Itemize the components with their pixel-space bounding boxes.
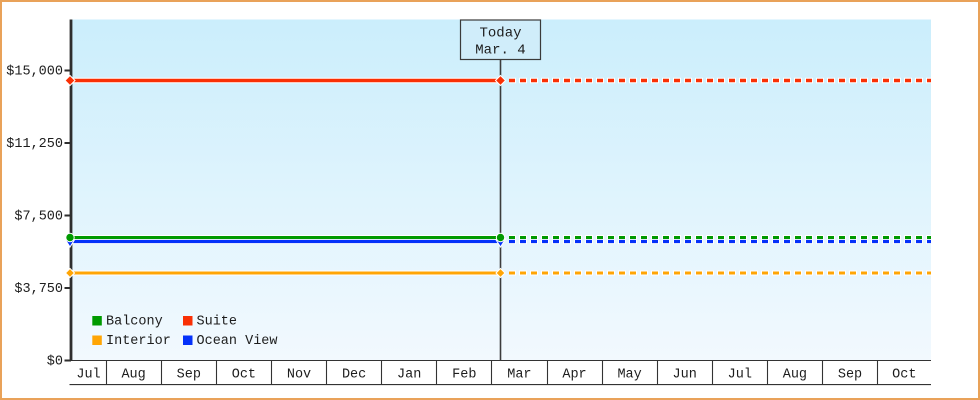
svg-text:Jun: Jun	[673, 368, 697, 383]
svg-text:Suite: Suite	[197, 315, 238, 330]
svg-text:Sep: Sep	[177, 368, 201, 383]
svg-text:Interior: Interior	[106, 334, 171, 349]
svg-text:Aug: Aug	[121, 368, 145, 383]
svg-text:Jul: Jul	[728, 368, 752, 383]
svg-text:Feb: Feb	[452, 368, 476, 383]
svg-text:$0: $0	[47, 355, 63, 370]
svg-text:Balcony: Balcony	[106, 315, 163, 330]
svg-text:Jan: Jan	[397, 368, 421, 383]
svg-text:Dec: Dec	[342, 368, 366, 383]
svg-text:Mar. 4: Mar. 4	[475, 43, 525, 59]
svg-text:$3,750: $3,750	[14, 282, 63, 297]
svg-text:Apr: Apr	[562, 368, 586, 383]
svg-text:Nov: Nov	[287, 368, 311, 383]
svg-text:Oct: Oct	[232, 368, 256, 383]
svg-text:$11,250: $11,250	[6, 137, 63, 152]
svg-text:Today: Today	[479, 26, 521, 42]
svg-text:Ocean View: Ocean View	[197, 334, 278, 349]
svg-text:Oct: Oct	[892, 368, 916, 383]
svg-text:$15,000: $15,000	[6, 65, 63, 80]
svg-text:Sep: Sep	[838, 368, 862, 383]
svg-text:$7,500: $7,500	[14, 210, 63, 225]
svg-text:Mar: Mar	[507, 368, 531, 383]
svg-text:Jul: Jul	[76, 368, 100, 383]
svg-text:Aug: Aug	[783, 368, 807, 383]
svg-text:May: May	[617, 368, 641, 383]
